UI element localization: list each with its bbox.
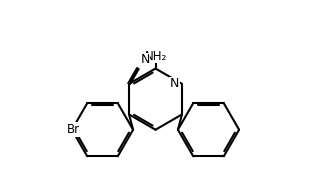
Text: N: N — [170, 77, 179, 90]
Text: N: N — [140, 53, 150, 66]
Text: Br: Br — [67, 123, 80, 136]
Text: NH₂: NH₂ — [144, 50, 167, 63]
